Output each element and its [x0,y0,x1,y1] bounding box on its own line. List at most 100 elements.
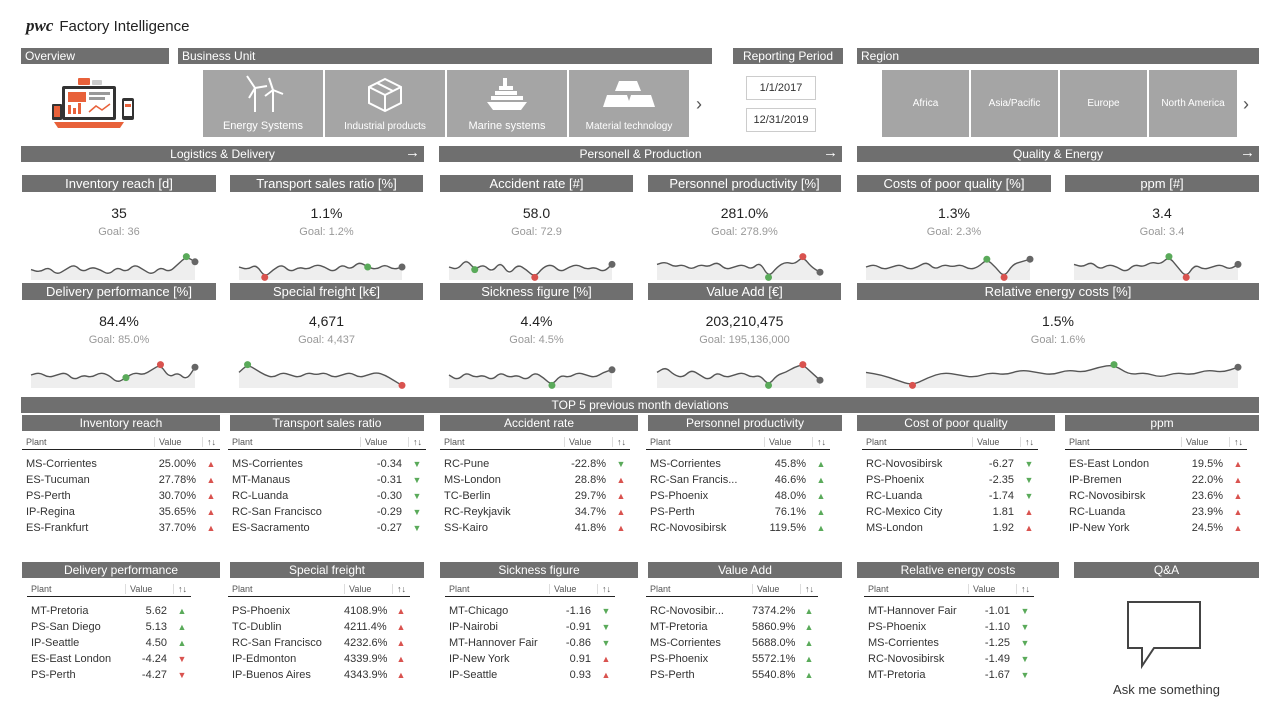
region-tile-asia-pacific[interactable]: Asia/Pacific [971,70,1058,137]
sort-icon[interactable]: ↑↓ [812,437,830,447]
table-row[interactable]: RC-Novosibirsk -1.49 ▼ [864,651,1034,667]
table-row[interactable]: IP-Seattle 0.93 ▲ [445,667,615,683]
region-tile-africa[interactable]: Africa [882,70,969,137]
column-header-value[interactable]: Value [360,437,408,447]
table-row[interactable]: MS-Corrientes -0.34 ▼ [228,456,426,472]
table-row[interactable]: MS-London 28.8% ▲ [440,472,630,488]
table-row[interactable]: RC-Reykjavik 34.7% ▲ [440,504,630,520]
date-to-field[interactable]: 12/31/2019 [746,108,816,132]
table-row[interactable]: PS-Perth 76.1% ▲ [646,504,830,520]
column-header-plant[interactable]: Plant [232,584,253,594]
sort-icon[interactable]: ↑↓ [392,584,410,594]
table-row[interactable]: IP-New York 24.5% ▲ [1065,520,1247,536]
table-row[interactable]: RC-Novosibirsk -6.27 ▼ [862,456,1038,472]
table-row[interactable]: PS-Phoenix 48.0% ▲ [646,488,830,504]
sort-icon[interactable]: ↑↓ [202,437,220,447]
table-row[interactable]: RC-Novosibirsk 23.6% ▲ [1065,488,1247,504]
kpi-sparkline[interactable] [236,251,409,283]
column-header-plant[interactable]: Plant [232,437,253,447]
column-header-plant[interactable]: Plant [650,437,671,447]
kpi-sparkline[interactable] [1071,251,1245,283]
column-header-value[interactable]: Value [344,584,392,594]
table-row[interactable]: RC-Luanda -0.30 ▼ [228,488,426,504]
table-row[interactable]: RC-San Francis... 46.6% ▲ [646,472,830,488]
bu-next-chevron-icon[interactable]: › [696,94,702,114]
kpi-sparkline[interactable] [28,359,202,391]
table-row[interactable]: PS-Phoenix 5572.1% ▲ [646,651,818,667]
table-row[interactable]: MS-London 1.92 ▲ [862,520,1038,536]
table-row[interactable]: RC-Pune -22.8% ▼ [440,456,630,472]
table-row[interactable]: PS-Phoenix -2.35 ▼ [862,472,1038,488]
column-header-value[interactable]: Value [972,437,1020,447]
table-row[interactable]: RC-Mexico City 1.81 ▲ [862,504,1038,520]
kpi-sparkline[interactable] [863,359,1245,391]
region-tile-north-america[interactable]: North America [1149,70,1237,137]
qa-prompt[interactable]: Ask me something [1113,682,1220,697]
table-row[interactable]: ES-Sacramento -0.27 ▼ [228,520,426,536]
section-personnel[interactable]: Personell & Production → [439,146,842,162]
column-header-plant[interactable]: Plant [650,584,671,594]
table-row[interactable]: ES-East London -4.24 ▼ [27,651,191,667]
table-row[interactable]: RC-San Francisco -0.29 ▼ [228,504,426,520]
table-row[interactable]: TC-Berlin 29.7% ▲ [440,488,630,504]
table-row[interactable]: MS-Corrientes 5688.0% ▲ [646,635,818,651]
kpi-sparkline[interactable] [446,251,619,283]
table-row[interactable]: PS-Perth 30.70% ▲ [22,488,220,504]
column-header-plant[interactable]: Plant [31,584,52,594]
sort-icon[interactable]: ↑↓ [612,437,630,447]
column-header-plant[interactable]: Plant [868,584,889,594]
sort-icon[interactable]: ↑↓ [408,437,426,447]
table-row[interactable]: MT-Pretoria -1.67 ▼ [864,667,1034,683]
table-row[interactable]: IP-Buenos Aires 4343.9% ▲ [228,667,410,683]
table-row[interactable]: IP-Edmonton 4339.9% ▲ [228,651,410,667]
column-header-value[interactable]: Value [564,437,612,447]
table-row[interactable]: RC-Novosibirsk 119.5% ▲ [646,520,830,536]
table-row[interactable]: ES-East London 19.5% ▲ [1065,456,1247,472]
overview-illustration[interactable] [50,74,140,134]
table-row[interactable]: ES-Frankfurt 37.70% ▲ [22,520,220,536]
kpi-sparkline[interactable] [28,251,202,283]
table-row[interactable]: PS-Phoenix -1.10 ▼ [864,619,1034,635]
table-row[interactable]: PS-Perth -4.27 ▼ [27,667,191,683]
sort-icon[interactable]: ↑↓ [1229,437,1247,447]
table-row[interactable]: RC-Novosibir... 7374.2% ▲ [646,603,818,619]
column-header-plant[interactable]: Plant [444,437,465,447]
kpi-sparkline[interactable] [654,251,827,283]
table-row[interactable]: MS-Corrientes 25.00% ▲ [22,456,220,472]
table-row[interactable]: IP-New York 0.91 ▲ [445,651,615,667]
column-header-plant[interactable]: Plant [1069,437,1090,447]
arrow-right-icon[interactable]: → [823,146,838,161]
table-row[interactable]: MT-Hannover Fair -1.01 ▼ [864,603,1034,619]
arrow-right-icon[interactable]: → [405,146,420,161]
column-header-value[interactable]: Value [752,584,800,594]
column-header-plant[interactable]: Plant [866,437,887,447]
table-row[interactable]: PS-Phoenix 4108.9% ▲ [228,603,410,619]
sort-icon[interactable]: ↑↓ [800,584,818,594]
table-row[interactable]: MT-Pretoria 5860.9% ▲ [646,619,818,635]
table-row[interactable]: MT-Chicago -1.16 ▼ [445,603,615,619]
table-row[interactable]: ES-Tucuman 27.78% ▲ [22,472,220,488]
region-next-chevron-icon[interactable]: › [1243,94,1249,114]
table-row[interactable]: IP-Seattle 4.50 ▲ [27,635,191,651]
column-header-plant[interactable]: Plant [26,437,47,447]
kpi-sparkline[interactable] [446,359,619,391]
table-row[interactable]: RC-Luanda 23.9% ▲ [1065,504,1247,520]
table-row[interactable]: RC-San Francisco 4232.6% ▲ [228,635,410,651]
bu-tile-marine-systems[interactable]: Marine systems [447,70,567,137]
sort-icon[interactable]: ↑↓ [1020,437,1038,447]
sort-icon[interactable]: ↑↓ [597,584,615,594]
column-header-plant[interactable]: Plant [449,584,470,594]
kpi-sparkline[interactable] [236,359,409,391]
table-row[interactable]: MT-Pretoria 5.62 ▲ [27,603,191,619]
kpi-sparkline[interactable] [654,359,827,391]
section-quality[interactable]: Quality & Energy → [857,146,1259,162]
arrow-right-icon[interactable]: → [1240,146,1255,161]
column-header-value[interactable]: Value [549,584,597,594]
date-from-field[interactable]: 1/1/2017 [746,76,816,100]
table-row[interactable]: MS-Corrientes -1.25 ▼ [864,635,1034,651]
column-header-value[interactable]: Value [154,437,202,447]
sort-icon[interactable]: ↑↓ [173,584,191,594]
section-logistics[interactable]: Logistics & Delivery → [21,146,424,162]
table-row[interactable]: PS-San Diego 5.13 ▲ [27,619,191,635]
table-row[interactable]: TC-Dublin 4211.4% ▲ [228,619,410,635]
